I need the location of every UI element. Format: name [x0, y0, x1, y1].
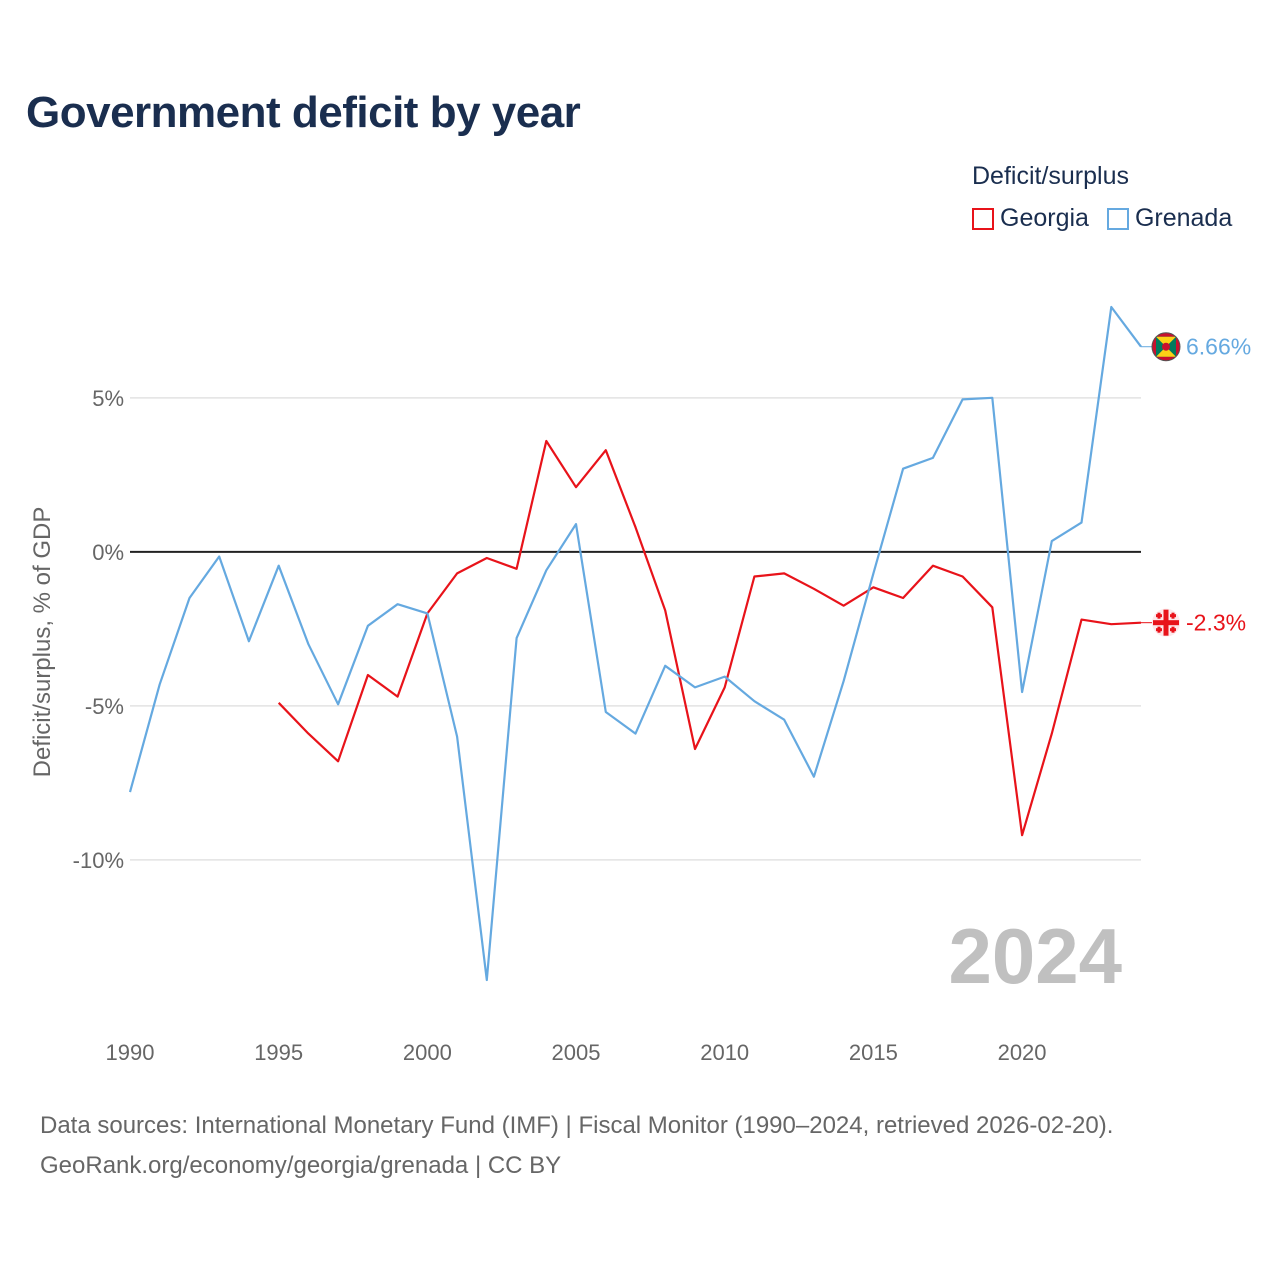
legend-item-grenada[interactable]: Grenada: [1106, 204, 1233, 233]
legend-swatch-grenada: [1106, 207, 1129, 230]
series-line-grenada[interactable]: [128, 305, 1142, 982]
x-tick-label: 1995: [254, 1040, 303, 1065]
y-tick-label: -10%: [73, 848, 124, 873]
x-tick-label: 1990: [106, 1040, 155, 1065]
end-label-georgia: -2.3%: [1186, 610, 1246, 636]
chart-title: Government deficit by year: [26, 88, 581, 137]
legend: Georgia Grenada: [972, 204, 1250, 233]
y-tick-label: 0%: [92, 540, 124, 565]
sources-line-1: Data sources: International Monetary Fun…: [40, 1112, 1114, 1139]
legend-title: Deficit/surplus: [972, 162, 1129, 190]
legend-label-georgia: Georgia: [1000, 204, 1089, 232]
y-axis-ticks: 5% 0% -5% -10%: [73, 386, 124, 873]
y-axis-label: Deficit/surplus, % of GDP: [29, 507, 56, 778]
legend-swatch-georgia: [972, 207, 994, 230]
georgia-flag-icon: [1152, 608, 1180, 637]
grenada-flag-icon: [1151, 332, 1181, 362]
x-tick-label: 2010: [700, 1040, 749, 1065]
x-axis-ticks: 1990 1995 2000 2005 2010 2015 2020: [106, 1040, 1047, 1065]
end-markers: -2.3% 6.66%: [1141, 332, 1251, 637]
series-line-georgia[interactable]: [277, 439, 1142, 837]
x-tick-label: 2005: [552, 1040, 601, 1065]
legend-item-georgia[interactable]: Georgia: [972, 204, 1089, 233]
series-lines: [128, 305, 1142, 982]
sources-line-2[interactable]: GeoRank.org/economy/georgia/grenada | CC…: [40, 1152, 562, 1179]
y-tick-label: 5%: [92, 386, 124, 411]
sources: Data sources: International Monetary Fun…: [40, 1106, 1113, 1186]
year-watermark: 2024: [948, 912, 1122, 1000]
gridlines: [130, 397, 1141, 861]
x-tick-label: 2020: [998, 1040, 1047, 1065]
y-tick-label: -5%: [85, 694, 124, 719]
legend-label-grenada: Grenada: [1134, 204, 1233, 232]
end-label-grenada: 6.66%: [1186, 334, 1251, 360]
x-tick-label: 2015: [849, 1040, 898, 1065]
x-tick-label: 2000: [403, 1040, 452, 1065]
